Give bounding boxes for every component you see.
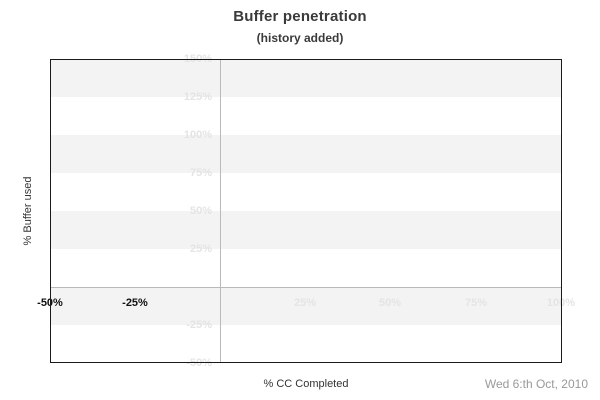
y-tick-minus-50: -50% — [186, 357, 212, 369]
zero-x-axis-line — [220, 59, 221, 363]
x-tick-minus-25: -25% — [122, 297, 148, 309]
date-stamp: Wed 6:th Oct, 2010 — [484, 377, 588, 391]
x-tick-25: 25% — [293, 297, 317, 309]
y-tick-100: 100% — [183, 129, 212, 141]
x-tick-minus-50: -50% — [37, 297, 63, 309]
y-tick-50: 50% — [189, 205, 212, 217]
y-tick-75: 75% — [189, 167, 212, 179]
y-tick-125: 125% — [183, 91, 212, 103]
x-tick-75: 75% — [464, 297, 488, 309]
y-tick-25: 25% — [189, 243, 212, 255]
chart-subtitle: (history added) — [256, 31, 344, 45]
plot-area — [50, 59, 562, 363]
x-tick-100: 100% — [546, 297, 576, 309]
x-axis-title: % CC Completed — [263, 378, 349, 390]
y-tick-minus-25: -25% — [186, 319, 212, 331]
chart-title: Buffer penetration — [233, 8, 367, 25]
y-axis-title: % Buffer used — [22, 176, 34, 246]
zero-y-axis-line — [50, 287, 562, 288]
y-tick-150: 150% — [183, 53, 212, 65]
x-tick-50: 50% — [378, 297, 402, 309]
